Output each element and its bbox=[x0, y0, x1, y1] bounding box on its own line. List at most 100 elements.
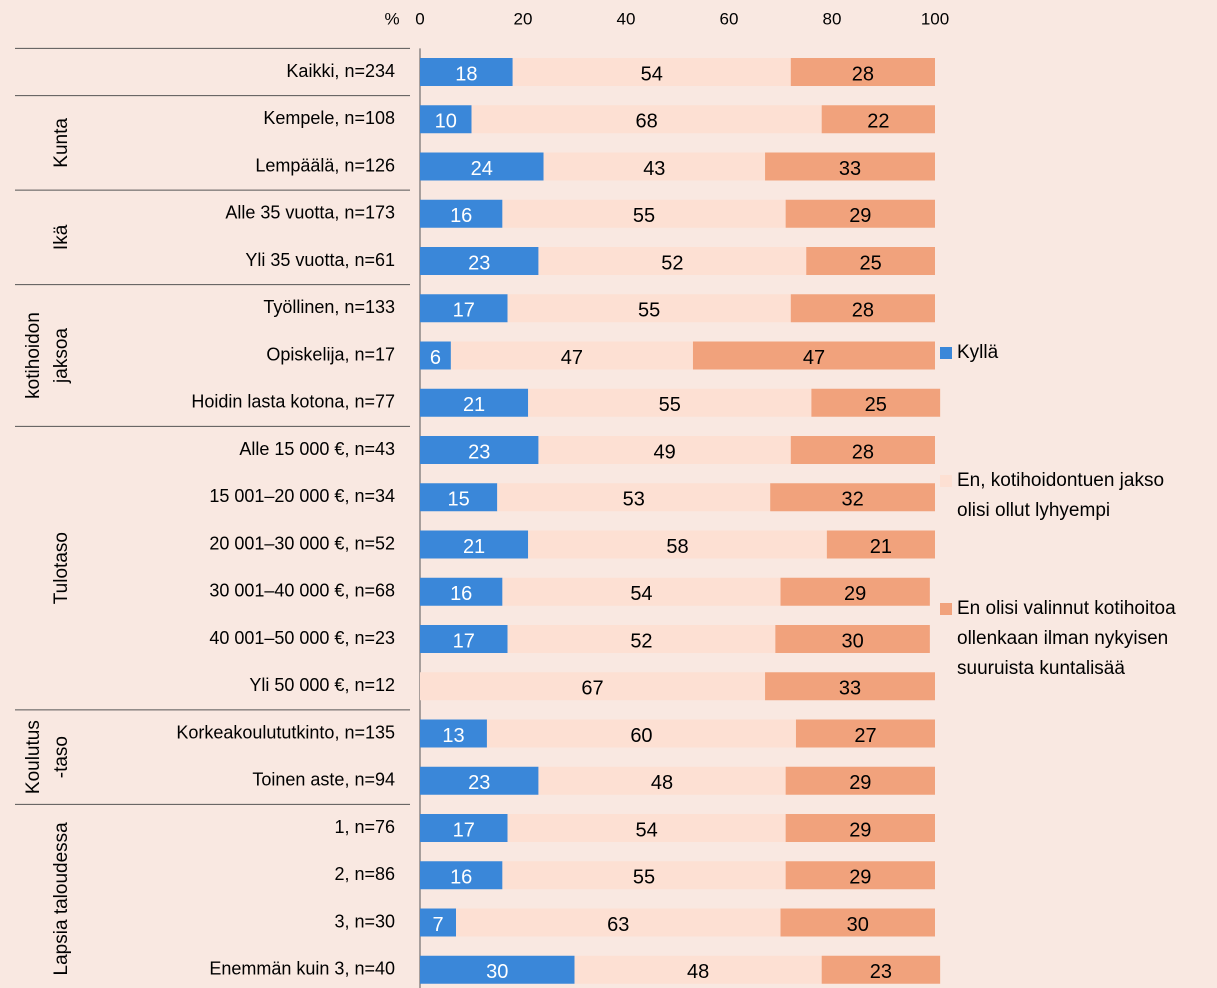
bar-segment bbox=[450, 341, 693, 370]
data-label: 15 bbox=[448, 489, 470, 511]
bar-segment bbox=[507, 625, 776, 653]
group-label: Lapsia taloudessa bbox=[51, 822, 72, 976]
data-label: 29 bbox=[849, 867, 871, 889]
data-label: 7 bbox=[432, 914, 443, 936]
category-label: Lempäälä, n=126 bbox=[255, 155, 395, 175]
category-label: Korkeakoulututkinto, n=135 bbox=[176, 722, 395, 742]
data-label: 33 bbox=[839, 158, 861, 180]
data-label: 55 bbox=[633, 205, 655, 227]
bar-segment bbox=[826, 530, 935, 559]
data-label: 25 bbox=[860, 252, 882, 274]
data-label: 29 bbox=[844, 583, 866, 605]
group-label: kotihoidon bbox=[23, 312, 44, 399]
data-label: 33 bbox=[839, 678, 861, 700]
category-label: 30 001–40 000 €, n=68 bbox=[209, 581, 395, 601]
group-label: Kunta bbox=[51, 118, 72, 168]
group-label: -taso bbox=[51, 736, 72, 778]
bar-segment bbox=[502, 577, 781, 606]
data-label: 47 bbox=[561, 347, 583, 369]
category-label: Alle 35 vuotta, n=173 bbox=[225, 203, 395, 223]
bar-segment bbox=[574, 955, 822, 984]
bar-segment bbox=[821, 955, 941, 984]
bar-segment bbox=[420, 58, 513, 86]
bar-segment bbox=[770, 483, 935, 512]
bar-segment bbox=[692, 341, 935, 370]
bar-segment bbox=[543, 152, 766, 181]
data-label: 6 bbox=[430, 347, 441, 369]
bar-segment bbox=[420, 861, 503, 890]
bar-segment bbox=[420, 577, 503, 606]
bar-segment bbox=[785, 766, 935, 795]
category-label: 20 001–30 000 €, n=52 bbox=[209, 533, 395, 553]
data-label: 10 bbox=[435, 111, 457, 133]
bar-segment bbox=[507, 294, 791, 323]
data-label: 55 bbox=[633, 867, 655, 889]
category-label: Yli 50 000 €, n=12 bbox=[249, 675, 395, 695]
axis-label: % bbox=[384, 9, 399, 28]
data-label: 52 bbox=[661, 252, 683, 274]
legend-item: En, kotihoidontuen jakso olisi ollut lyh… bbox=[940, 466, 1202, 526]
bar-segment bbox=[471, 105, 822, 134]
data-label: 67 bbox=[581, 678, 603, 700]
x-tick-label: 0 bbox=[415, 9, 424, 28]
category-label: Kempele, n=108 bbox=[263, 108, 395, 128]
bar-segment bbox=[497, 483, 771, 512]
data-label: 16 bbox=[450, 583, 472, 605]
data-label: 54 bbox=[641, 63, 663, 85]
bar-segment bbox=[420, 388, 529, 417]
category-label: Työllinen, n=133 bbox=[263, 297, 395, 317]
data-label: 27 bbox=[854, 725, 876, 747]
bar-segment bbox=[538, 436, 791, 464]
legend-item: Kyllä bbox=[940, 338, 1202, 368]
bar-segment bbox=[790, 58, 935, 86]
bar-segment bbox=[538, 766, 786, 795]
data-label: 25 bbox=[865, 394, 887, 416]
data-label: 30 bbox=[847, 914, 869, 936]
group-label: jaksoa bbox=[51, 328, 72, 384]
category-label: Toinen aste, n=94 bbox=[252, 770, 395, 790]
data-label: 17 bbox=[453, 300, 475, 322]
bar-segment bbox=[420, 247, 539, 275]
data-label: 23 bbox=[468, 772, 490, 794]
data-label: 29 bbox=[849, 205, 871, 227]
group-label: Koulutus bbox=[23, 720, 44, 794]
x-tick-label: 20 bbox=[514, 9, 533, 28]
category-label: 15 001–20 000 €, n=34 bbox=[209, 486, 395, 506]
x-tick-label: 60 bbox=[720, 9, 739, 28]
legend-item: En olisi valinnut kotihoitoa ollenkaan i… bbox=[940, 594, 1202, 684]
bar-segment bbox=[502, 861, 786, 890]
bar-segment bbox=[806, 247, 935, 275]
legend-swatch bbox=[940, 475, 952, 487]
data-label: 49 bbox=[654, 441, 676, 463]
category-label: Opiskelija, n=17 bbox=[266, 344, 395, 364]
data-label: 48 bbox=[687, 961, 709, 983]
bar-segment bbox=[420, 341, 451, 370]
data-label: 23 bbox=[468, 252, 490, 274]
bar-segment bbox=[456, 908, 781, 937]
bar-segment bbox=[780, 908, 935, 937]
data-label: 28 bbox=[852, 441, 874, 463]
data-label: 23 bbox=[870, 961, 892, 983]
data-label: 63 bbox=[607, 914, 629, 936]
category-label: Yli 35 vuotta, n=61 bbox=[245, 250, 395, 270]
bar-segment bbox=[821, 105, 935, 134]
bar-segment bbox=[420, 152, 544, 181]
data-label: 23 bbox=[468, 441, 490, 463]
data-label: 21 bbox=[463, 394, 485, 416]
data-label: 28 bbox=[852, 63, 874, 85]
bar-segment bbox=[507, 814, 786, 842]
bar-segment bbox=[420, 672, 766, 701]
bar-segment bbox=[420, 719, 487, 748]
bar-segment bbox=[420, 908, 457, 937]
data-label: 48 bbox=[651, 772, 673, 794]
legend-label: En olisi valinnut kotihoitoa ollenkaan i… bbox=[957, 598, 1176, 679]
data-label: 55 bbox=[659, 394, 681, 416]
data-label: 16 bbox=[450, 205, 472, 227]
bar-segment bbox=[780, 577, 930, 606]
bar-segment bbox=[538, 247, 807, 275]
bar-segment bbox=[795, 719, 935, 748]
data-label: 13 bbox=[442, 725, 464, 747]
x-tick-label: 80 bbox=[823, 9, 842, 28]
